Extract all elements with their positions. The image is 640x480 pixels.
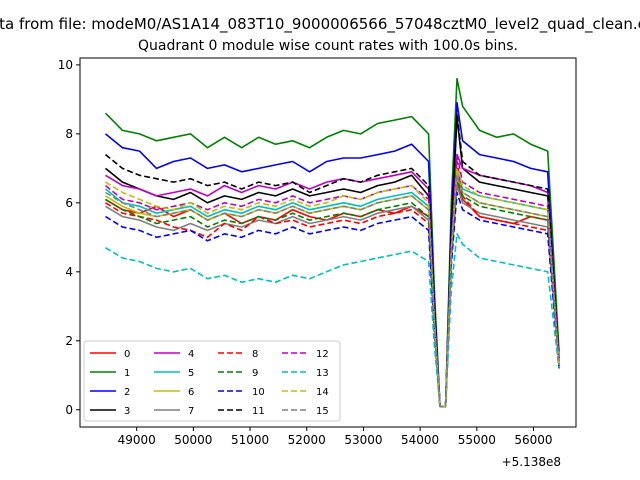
x-offset-label: +5.138e8 xyxy=(502,455,561,469)
y-tick-label: 0 xyxy=(65,403,73,417)
legend-label-11: 11 xyxy=(252,406,265,417)
x-tick-label: 50000 xyxy=(174,433,212,447)
axes-frame xyxy=(79,57,577,428)
series-line-14 xyxy=(105,167,560,408)
legend-label-9: 9 xyxy=(252,368,258,379)
series-line-1 xyxy=(104,77,560,408)
figure-suptitle: Data from file: modeM0/AS1A14_083T10_900… xyxy=(0,15,640,34)
legend-label-13: 13 xyxy=(316,368,329,379)
legend-label-15: 15 xyxy=(316,406,329,417)
y-tick-label: 10 xyxy=(58,58,73,72)
x-tick-label: 55000 xyxy=(458,433,496,447)
axes-layer: 49000 50000 51000 52000 53000 54000 55000 56000… xyxy=(58,57,577,447)
legend-box xyxy=(83,340,341,422)
legend-label-3: 3 xyxy=(124,406,130,417)
legend-label-5: 5 xyxy=(188,368,194,379)
x-tick-label: 51000 xyxy=(231,433,269,447)
legend-label-4: 4 xyxy=(188,349,194,360)
series-line-11 xyxy=(104,112,560,408)
series-line-13 xyxy=(105,233,560,408)
legend-label-6: 6 xyxy=(188,387,194,398)
series-line-2 xyxy=(104,102,560,408)
legend-label-12: 12 xyxy=(316,349,329,360)
series-line-7 xyxy=(105,184,560,408)
y-tick-label: 8 xyxy=(65,127,73,141)
x-tick-label: 54000 xyxy=(401,433,439,447)
legend-label-14: 14 xyxy=(316,387,329,398)
x-tick-label: 53000 xyxy=(344,433,382,447)
legend-label-1: 1 xyxy=(124,368,130,379)
legend-label-2: 2 xyxy=(124,387,130,398)
x-tick-label: 49000 xyxy=(118,433,156,447)
chart-title: Quadrant 0 module wise count rates with … xyxy=(138,38,518,54)
y-tick-label: 6 xyxy=(65,196,73,210)
x-tick-label: 52000 xyxy=(288,433,326,447)
series-line-15 xyxy=(105,174,560,408)
legend-label-7: 7 xyxy=(188,406,194,417)
plot-layer xyxy=(104,77,560,408)
series-line-9 xyxy=(105,177,560,408)
series-line-10 xyxy=(105,191,560,408)
series-line-3 xyxy=(104,115,560,408)
legend-label-0: 0 xyxy=(124,349,130,360)
legend-label-10: 10 xyxy=(252,387,265,398)
x-tick-label: 56000 xyxy=(514,433,552,447)
series-line-4 xyxy=(105,153,560,408)
legend-label-8: 8 xyxy=(252,349,258,360)
y-tick-label: 2 xyxy=(65,334,73,348)
y-tick-label: 4 xyxy=(65,265,73,279)
